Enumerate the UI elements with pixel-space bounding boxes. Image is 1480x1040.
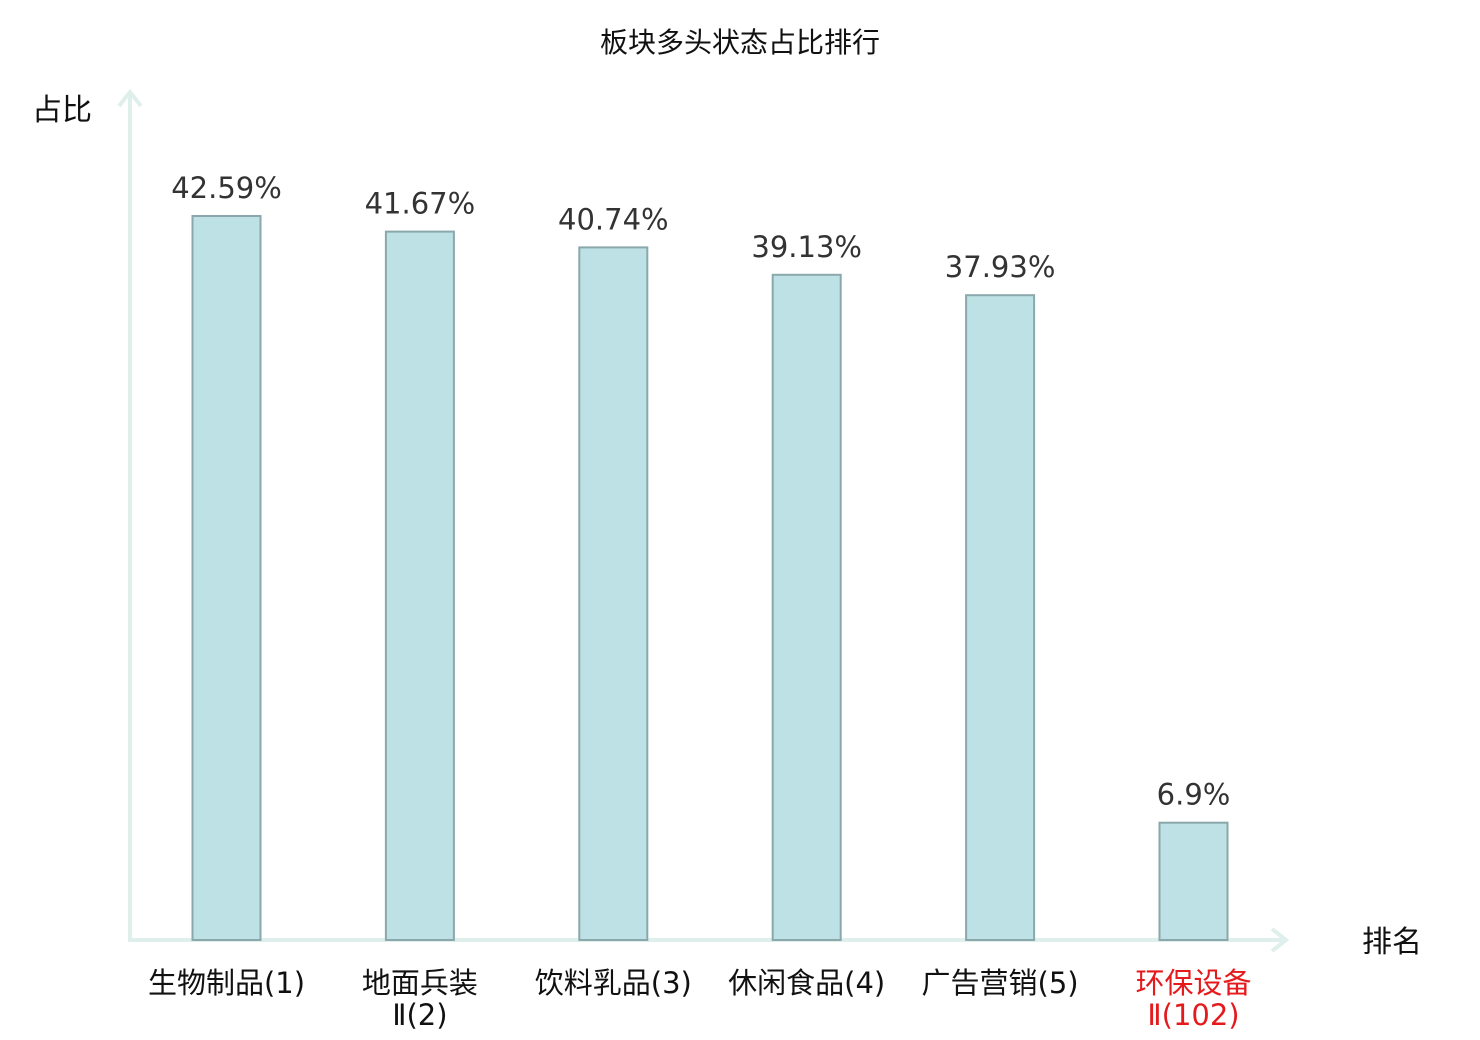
category-label-4: 休闲食品(4)	[728, 966, 885, 1000]
bars	[191, 215, 1229, 942]
x-axis-label: 排名	[1362, 925, 1422, 960]
axes	[117, 88, 1290, 953]
bar-4	[771, 273, 842, 941]
bar-2	[384, 230, 455, 942]
y-axis-arrow	[117, 88, 143, 108]
category-label-5: 广告营销(5)	[922, 966, 1079, 1000]
bar-1	[191, 215, 262, 941]
value-label-3: 40.74%	[558, 202, 669, 236]
x-axis-arrow	[1270, 927, 1290, 953]
value-label-4: 39.13%	[751, 230, 862, 264]
category-label-6-line-2: Ⅱ(102)	[1147, 998, 1239, 1032]
category-label-6-line-1: 环保设备	[1135, 966, 1251, 1000]
value-labels: 42.59% 41.67% 40.74% 39.13% 37.93% 6.9%	[171, 171, 1230, 812]
category-label-2-line-1: 地面兵装	[362, 966, 478, 1000]
value-label-5: 37.93%	[945, 250, 1056, 284]
y-axis-label: 占比	[32, 93, 92, 128]
value-label-6: 6.9%	[1157, 778, 1231, 812]
bar-6	[1158, 821, 1229, 942]
chart-title: 板块多头状态占比排行	[600, 26, 880, 59]
value-label-2: 41.67%	[365, 187, 476, 221]
value-label-1: 42.59%	[171, 171, 282, 205]
category-label-3: 饮料乳品(3)	[535, 966, 692, 1000]
bar-5	[965, 294, 1036, 941]
category-label-2-line-2: Ⅱ(2)	[392, 998, 447, 1032]
bar-3	[578, 246, 649, 941]
category-label-1: 生物制品(1)	[148, 966, 305, 1000]
